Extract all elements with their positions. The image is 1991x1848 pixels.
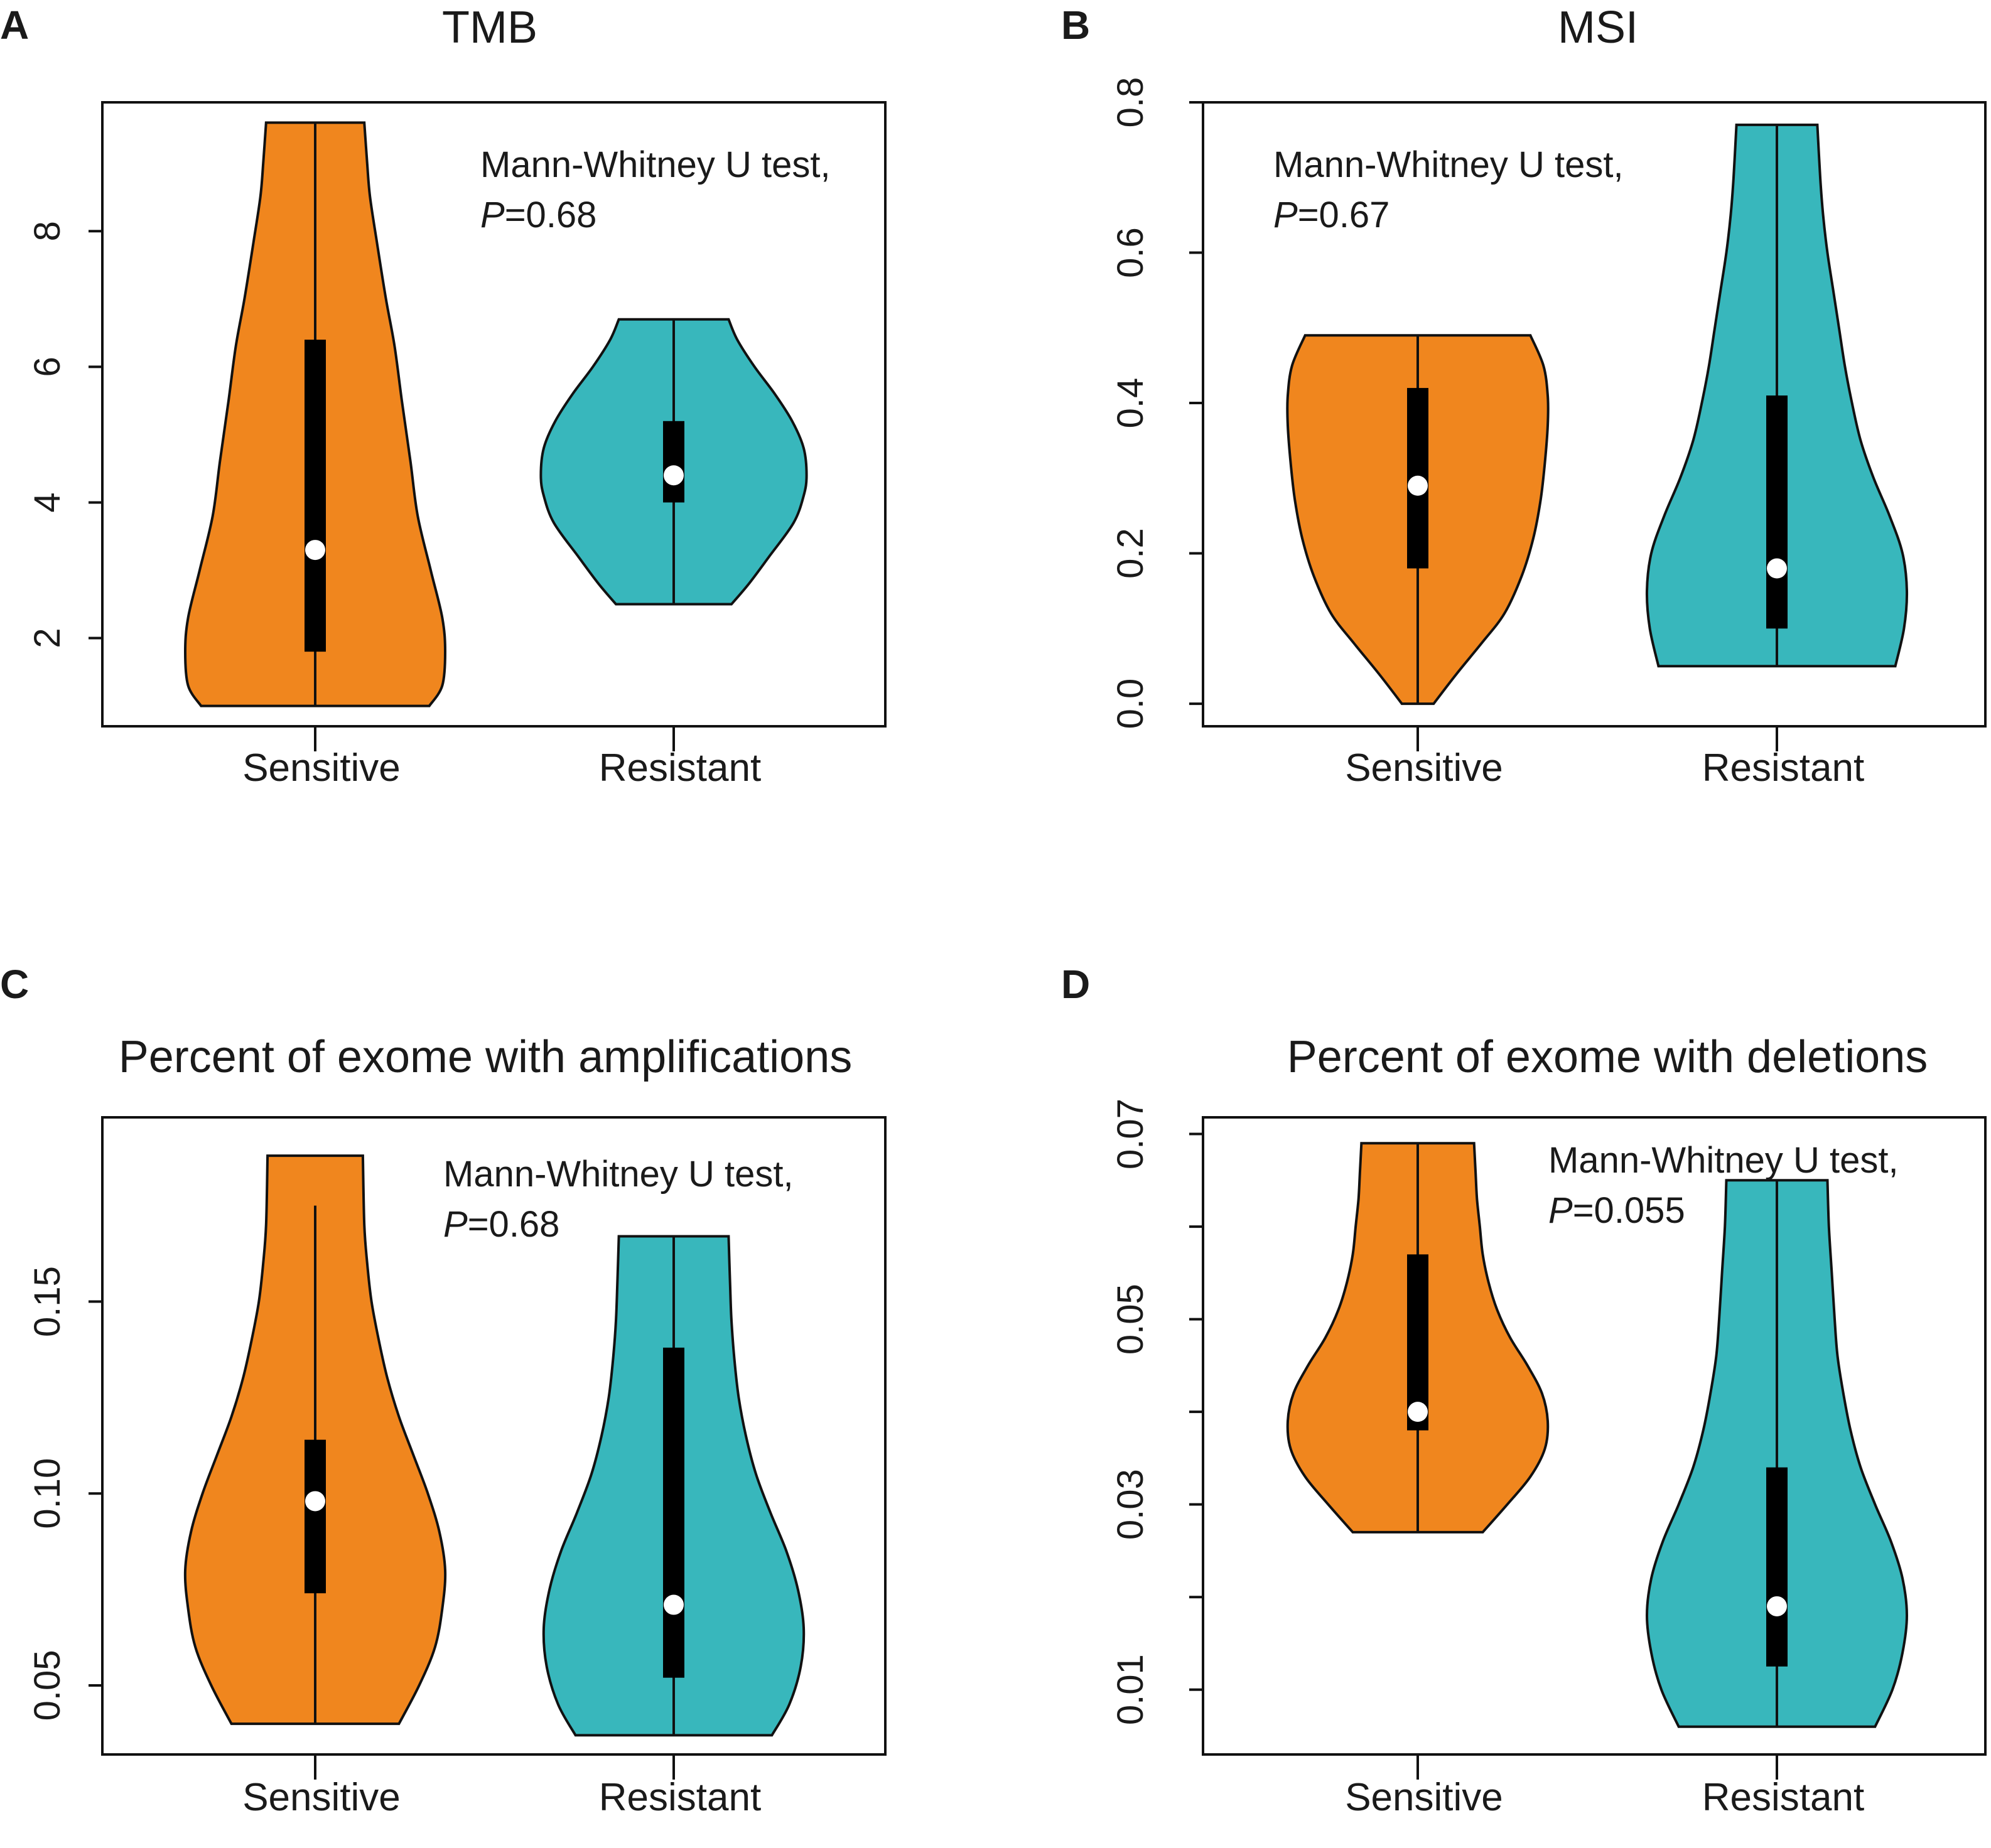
x-category-label: Resistant bbox=[599, 746, 761, 790]
p-label: P bbox=[443, 1204, 468, 1245]
median-point-sensitive bbox=[1408, 1402, 1428, 1422]
y-tick-label: 0.05 bbox=[27, 1650, 68, 1721]
y-tick-label: 0.07 bbox=[1110, 1099, 1151, 1169]
p-value-annotation: P=0.055 bbox=[1548, 1190, 1685, 1231]
iqr-box-sensitive bbox=[1407, 1254, 1428, 1431]
p-value: =0.055 bbox=[1573, 1190, 1685, 1231]
panel-letter: A bbox=[0, 3, 29, 48]
median-point-resistant bbox=[1767, 1596, 1787, 1616]
y-tick-label: 0.0 bbox=[1110, 679, 1151, 729]
p-label: P bbox=[480, 195, 505, 235]
y-tick-label: 6 bbox=[27, 357, 68, 377]
y-tick-label: 0.2 bbox=[1110, 528, 1151, 579]
test-annotation: Mann-Whitney U test, bbox=[1273, 144, 1624, 185]
y-tick-label: 0.4 bbox=[1110, 378, 1151, 429]
panel-letter: D bbox=[1061, 962, 1090, 1007]
median-point-resistant bbox=[664, 465, 684, 486]
median-point-sensitive bbox=[305, 1491, 325, 1512]
p-value-annotation: P=0.68 bbox=[480, 195, 596, 235]
test-annotation: Mann-Whitney U test, bbox=[480, 144, 831, 185]
median-point-resistant bbox=[664, 1594, 684, 1615]
median-point-resistant bbox=[1767, 558, 1787, 579]
iqr-box-sensitive bbox=[305, 1439, 326, 1594]
p-value: =0.67 bbox=[1298, 195, 1390, 235]
plot-frame bbox=[101, 1116, 887, 1756]
y-tick-label: 2 bbox=[27, 628, 68, 648]
chart-title: Percent of exome with deletions bbox=[1287, 1032, 1928, 1082]
chart-title: TMB bbox=[442, 3, 537, 53]
iqr-box-resistant bbox=[1766, 395, 1788, 629]
y-tick-label: 4 bbox=[27, 492, 68, 512]
y-tick-label: 0.03 bbox=[1110, 1469, 1151, 1540]
plot-frame bbox=[1202, 1116, 1987, 1756]
y-tick-label: 0.01 bbox=[1110, 1654, 1151, 1725]
p-label: P bbox=[1548, 1190, 1573, 1231]
chart-title: Percent of exome with amplifications bbox=[119, 1032, 853, 1082]
x-category-label: Resistant bbox=[599, 1776, 761, 1819]
x-category-label: Sensitive bbox=[242, 1776, 401, 1819]
y-tick-label: 0.10 bbox=[27, 1458, 68, 1529]
chart-panel-b: B MSI 0.0 0.2 0.4 0.6 0.8 Sensitive Resistant Man… bbox=[1061, 3, 1987, 790]
median-point-sensitive bbox=[305, 540, 325, 561]
x-category-label: Resistant bbox=[1702, 1776, 1864, 1819]
y-tick-label: 0.6 bbox=[1110, 227, 1151, 278]
p-label: P bbox=[1273, 195, 1298, 235]
chart-title: MSI bbox=[1558, 3, 1638, 53]
p-value-annotation: P=0.67 bbox=[1273, 195, 1389, 235]
p-value: =0.68 bbox=[505, 195, 597, 235]
x-category-label: Sensitive bbox=[1345, 746, 1503, 790]
chart-panel-c: C Percent of exome with amplifications 0.0… bbox=[0, 962, 887, 1819]
x-category-label: Sensitive bbox=[242, 746, 401, 790]
x-category-label: Resistant bbox=[1702, 746, 1864, 790]
iqr-box-sensitive bbox=[305, 340, 326, 652]
test-annotation: Mann-Whitney U test, bbox=[1548, 1140, 1899, 1181]
x-category-label: Sensitive bbox=[1345, 1776, 1503, 1819]
y-tick-label: 0.05 bbox=[1110, 1284, 1151, 1355]
plot-frame bbox=[101, 101, 887, 728]
plot-frame bbox=[1202, 101, 1987, 728]
iqr-box-resistant bbox=[663, 1347, 684, 1678]
p-value-annotation: P=0.68 bbox=[443, 1204, 559, 1245]
p-value: =0.68 bbox=[468, 1204, 560, 1245]
panel-letter: C bbox=[0, 962, 29, 1007]
median-point-sensitive bbox=[1408, 475, 1428, 496]
test-annotation: Mann-Whitney U test, bbox=[443, 1154, 794, 1195]
y-tick-label: 0.8 bbox=[1110, 77, 1151, 128]
y-tick-label: 8 bbox=[27, 221, 68, 241]
panel-letter: B bbox=[1061, 3, 1090, 48]
chart-panel-a: A TMB 2 4 6 8 Sensitive Resistant Mann-Whitney U… bbox=[0, 3, 887, 790]
chart-panel-d: D Percent of exome with deletions 0.01 0.03… bbox=[1061, 962, 1987, 1819]
iqr-box-resistant bbox=[663, 421, 684, 503]
iqr-box-resistant bbox=[1766, 1467, 1788, 1667]
y-tick-label: 0.15 bbox=[27, 1266, 68, 1337]
